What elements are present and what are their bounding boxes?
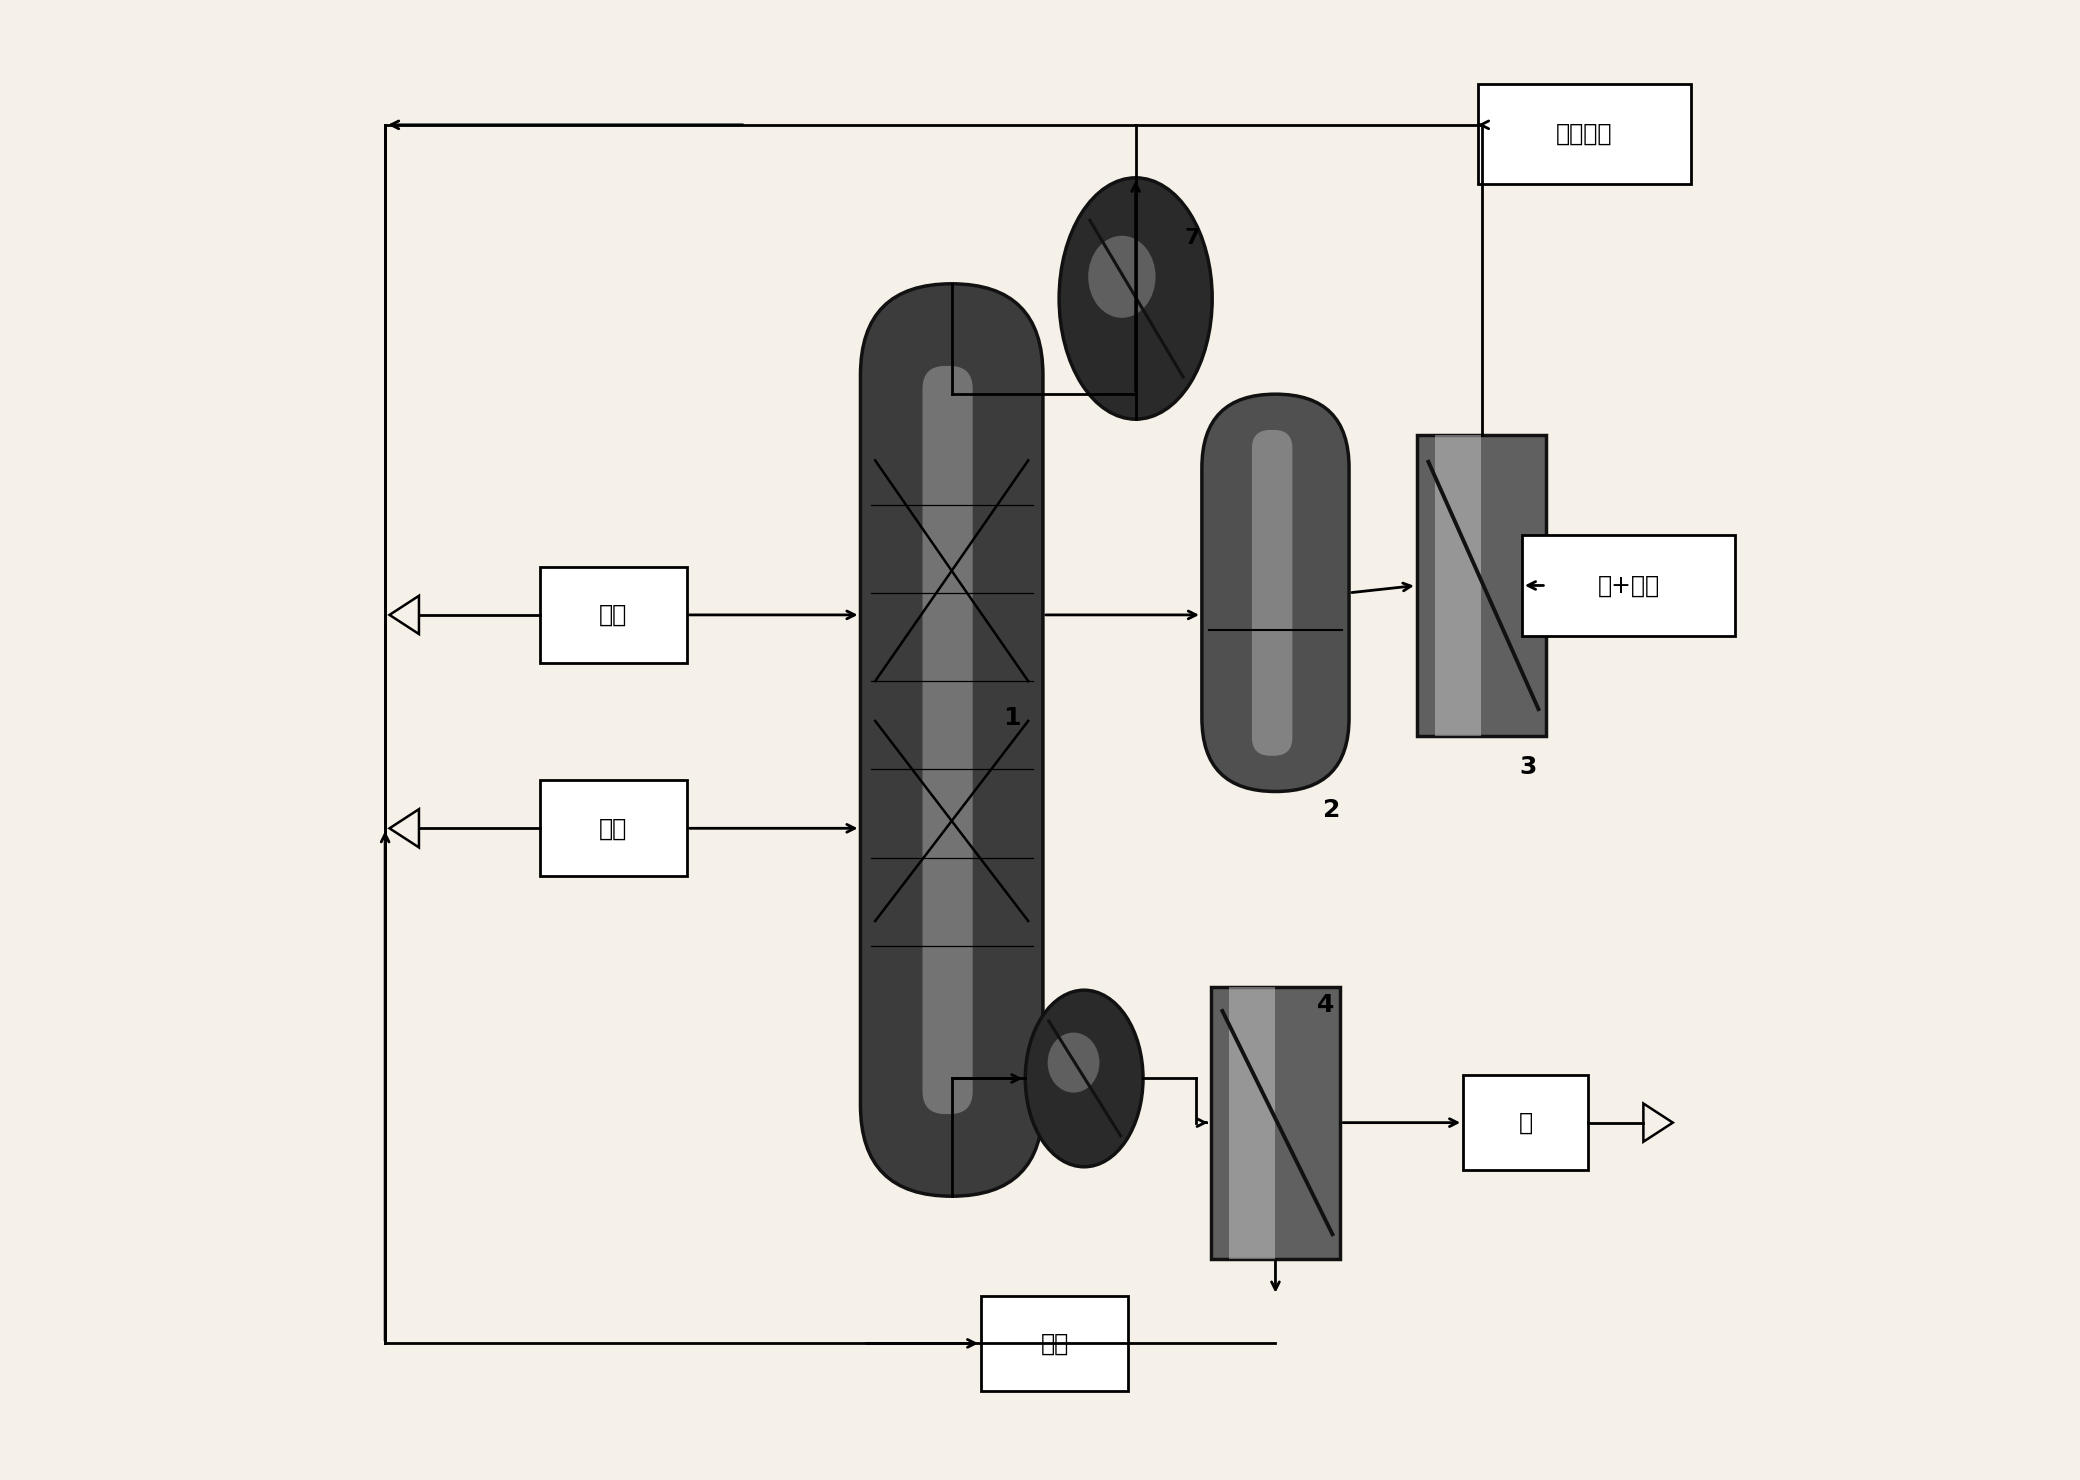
Text: 7: 7 [1184, 228, 1200, 249]
Bar [982, 1295, 1127, 1391]
Bar [1462, 1074, 1589, 1171]
Text: 乙酸乙酯: 乙酸乙酯 [1556, 121, 1612, 145]
FancyBboxPatch shape [1202, 394, 1350, 792]
Bar [1211, 987, 1340, 1259]
FancyBboxPatch shape [861, 284, 1042, 1196]
Text: 3: 3 [1520, 755, 1537, 778]
Text: 醒酸: 醒酸 [1040, 1332, 1069, 1356]
Ellipse shape [1059, 178, 1213, 419]
Ellipse shape [1048, 1033, 1100, 1092]
Bar [1416, 435, 1545, 737]
Bar [1229, 987, 1275, 1259]
Text: 4: 4 [1317, 993, 1333, 1017]
Bar [539, 780, 686, 876]
Bar [539, 567, 686, 663]
Ellipse shape [1025, 990, 1144, 1166]
Bar [1477, 84, 1691, 184]
Text: 水+乙醇: 水+乙醇 [1597, 573, 1660, 598]
Bar [1435, 435, 1481, 737]
FancyBboxPatch shape [1252, 429, 1292, 756]
Text: 醒酸: 醒酸 [599, 602, 628, 628]
Text: 乙醇: 乙醇 [599, 817, 628, 841]
Bar [1523, 536, 1735, 635]
Ellipse shape [1088, 235, 1156, 318]
Text: 2: 2 [1323, 798, 1340, 821]
FancyBboxPatch shape [924, 366, 973, 1114]
Text: 水: 水 [1518, 1110, 1533, 1135]
Text: 1: 1 [1003, 706, 1021, 730]
